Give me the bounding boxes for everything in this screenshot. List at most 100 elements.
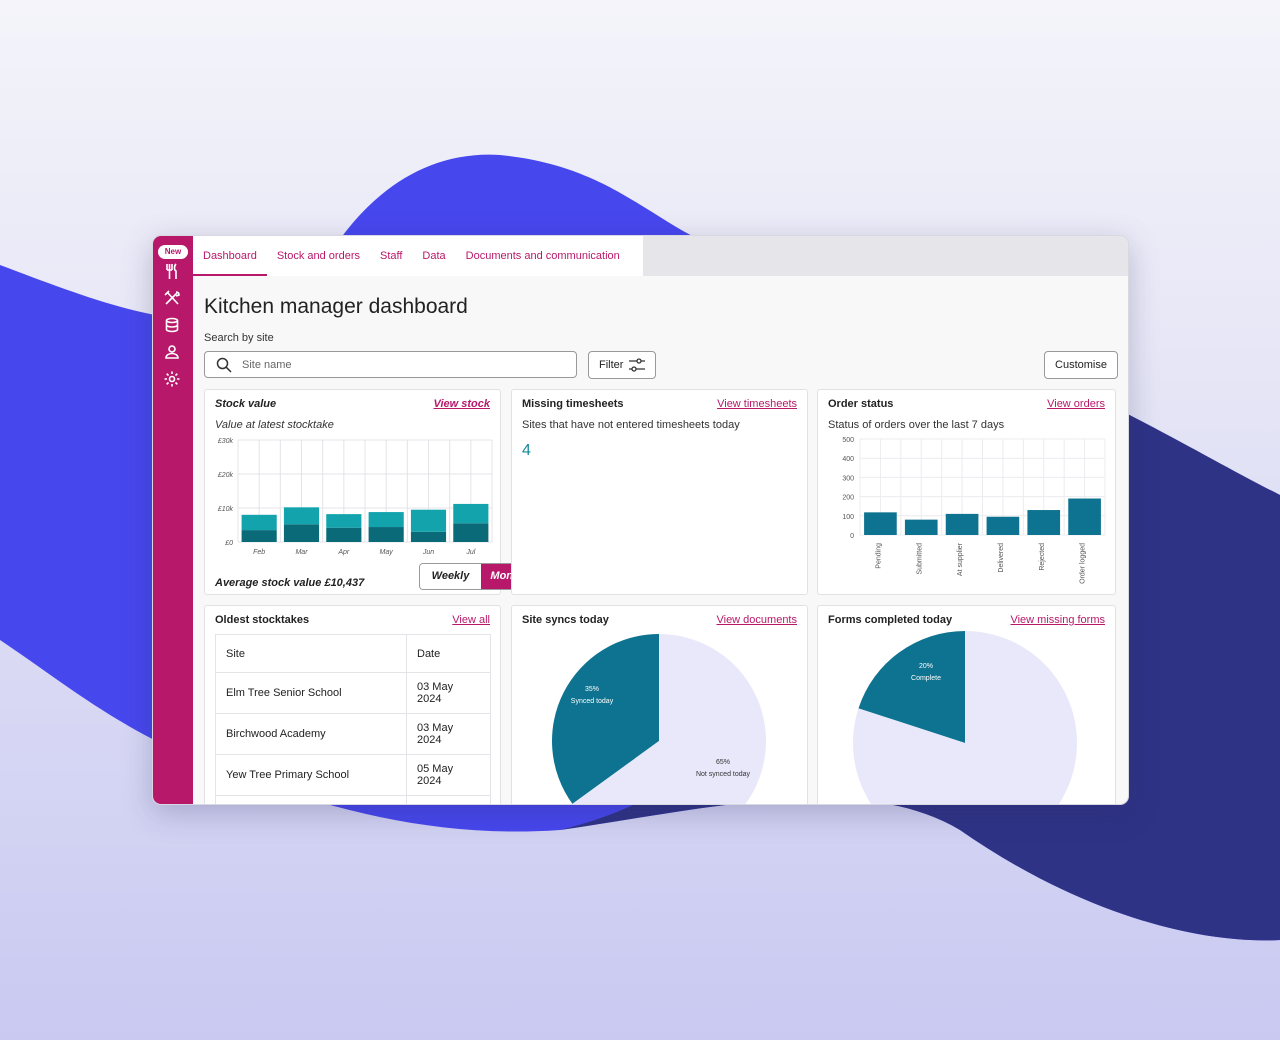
cutlery-icon[interactable] — [163, 262, 181, 280]
slice-percent-label: 65% — [716, 759, 730, 766]
tab-documents-and-communication[interactable]: Documents and communication — [465, 250, 620, 262]
bar — [326, 514, 362, 528]
filter-label: Filter — [599, 359, 624, 371]
table-row[interactable] — [215, 795, 491, 804]
oldest-stocktakes-title: Oldest stocktakes — [215, 614, 310, 626]
sliders-icon — [629, 358, 645, 372]
x-tick-label: Pending — [875, 543, 882, 569]
tab-data[interactable]: Data — [422, 250, 446, 262]
y-tick-label: 100 — [842, 514, 854, 521]
view-documents-link[interactable]: View documents — [716, 614, 797, 626]
x-tick-label: Delivered — [998, 543, 1005, 573]
forms-completed-card: 20% Complete Forms completed today View m… — [817, 605, 1116, 804]
tab-stock-and-orders[interactable]: Stock and orders — [276, 250, 360, 262]
weekly-toggle[interactable]: Weekly — [420, 564, 481, 589]
date-cell: 03 May 2024 — [406, 672, 491, 714]
table-header-row: Site Date — [215, 634, 491, 673]
site-cell: Birchwood Academy — [215, 713, 407, 755]
pie-slice — [572, 634, 766, 804]
search-label: Search by site — [204, 332, 274, 344]
settings-icon[interactable] — [163, 370, 181, 388]
page-title: Kitchen manager dashboard — [204, 295, 468, 318]
slice-percent-label: 20% — [919, 663, 933, 670]
database-icon[interactable] — [163, 316, 181, 334]
slice-label: Not synced today — [696, 771, 751, 778]
missing-timesheets-card: Missing timesheets View timesheets Sites… — [511, 389, 808, 595]
x-tick-label: At supplier — [957, 542, 964, 576]
column-header-date: Date — [406, 634, 491, 673]
site-cell: Elm Tree Senior School — [215, 672, 407, 714]
x-tick-label: Apr — [337, 549, 350, 556]
site-syncs-title: Site syncs today — [522, 614, 609, 626]
bar — [283, 507, 320, 525]
pie-slice — [852, 631, 1077, 804]
bar — [1068, 498, 1101, 535]
search-placeholder: Site name — [242, 359, 292, 371]
table-row[interactable]: Birchwood Academy 03 May 2024 — [215, 713, 491, 755]
missing-timesheets-title: Missing timesheets — [522, 398, 624, 410]
view-stock-link[interactable]: View stock — [433, 398, 490, 410]
bar — [1027, 510, 1061, 535]
search-icon — [216, 357, 232, 373]
stock-value-title: Stock value — [215, 398, 277, 410]
view-all-link[interactable]: View all — [452, 614, 490, 626]
stock-value-chart: £0 £10k £20k £30k Feb Mar Apr May Jun Jul — [217, 438, 493, 556]
date-cell — [406, 795, 491, 804]
site-cell — [215, 795, 407, 804]
x-tick-label: May — [380, 549, 394, 556]
pie-slice — [552, 634, 659, 804]
missing-timesheets-count: 4 — [522, 442, 531, 459]
y-tick-label: 400 — [842, 456, 854, 463]
y-tick-label: £0 — [224, 540, 233, 547]
tab-dashboard[interactable]: Dashboard — [193, 236, 267, 276]
bar — [410, 509, 447, 532]
forms-completed-title: Forms completed today — [828, 614, 953, 626]
side-rail: New — [153, 236, 193, 804]
bar — [410, 531, 447, 542]
site-syncs-pie: 35% Synced today 65% Not synced today — [552, 634, 766, 804]
view-missing-forms-link[interactable]: View missing forms — [1010, 614, 1105, 626]
y-tick-label: 200 — [842, 495, 854, 502]
tab-staff[interactable]: Staff — [379, 250, 403, 262]
x-tick-label: Jul — [465, 549, 475, 556]
user-icon[interactable] — [163, 343, 181, 361]
utensils-cross-icon[interactable] — [163, 289, 181, 307]
tab-list: Dashboard Stock and orders Staff Data Do… — [193, 236, 643, 276]
table-row[interactable]: Yew Tree Primary School 05 May 2024 — [215, 754, 491, 796]
y-tick-label: £20k — [217, 472, 234, 479]
x-tick-label: Feb — [253, 549, 265, 556]
order-status-chart: 0 100 200 300 400 500 Pending Submitted At suppl… — [842, 437, 1106, 584]
missing-timesheets-subtitle: Sites that have not entered timesheets t… — [522, 419, 740, 431]
customise-button[interactable]: Customise — [1044, 351, 1118, 379]
bar — [283, 524, 320, 542]
bar — [368, 512, 404, 528]
y-tick-label: £10k — [217, 506, 234, 513]
top-tab-bar: Dashboard Stock and orders Staff Data Do… — [193, 236, 1128, 276]
date-cell: 05 May 2024 — [406, 754, 491, 796]
bar — [241, 514, 277, 531]
slice-label: Complete — [911, 675, 941, 682]
y-tick-label: 500 — [842, 437, 854, 444]
date-cell: 03 May 2024 — [406, 713, 491, 755]
view-orders-link[interactable]: View orders — [1047, 398, 1105, 410]
bar — [864, 512, 897, 535]
column-header-site: Site — [215, 634, 407, 673]
pie-slice — [858, 631, 965, 743]
y-tick-label: £30k — [217, 438, 234, 445]
y-tick-label: 0 — [850, 533, 854, 540]
order-status-title: Order status — [828, 398, 894, 410]
view-timesheets-link[interactable]: View timesheets — [717, 398, 797, 410]
stock-value-subtitle: Value at latest stocktake — [215, 419, 334, 431]
new-badge: New — [158, 245, 188, 259]
x-tick-label: Submitted — [916, 543, 923, 575]
bar — [945, 513, 979, 535]
bar — [453, 503, 489, 524]
bar — [904, 519, 938, 535]
slice-label: Synced today — [571, 698, 614, 705]
filter-button[interactable]: Filter — [588, 351, 656, 379]
y-tick-label: 300 — [842, 475, 854, 482]
average-stock-value: Average stock value £10,437 — [215, 577, 365, 589]
search-input[interactable]: Site name — [204, 351, 577, 378]
x-tick-label: Rejected — [1039, 543, 1046, 571]
table-row[interactable]: Elm Tree Senior School 03 May 2024 — [215, 672, 491, 714]
